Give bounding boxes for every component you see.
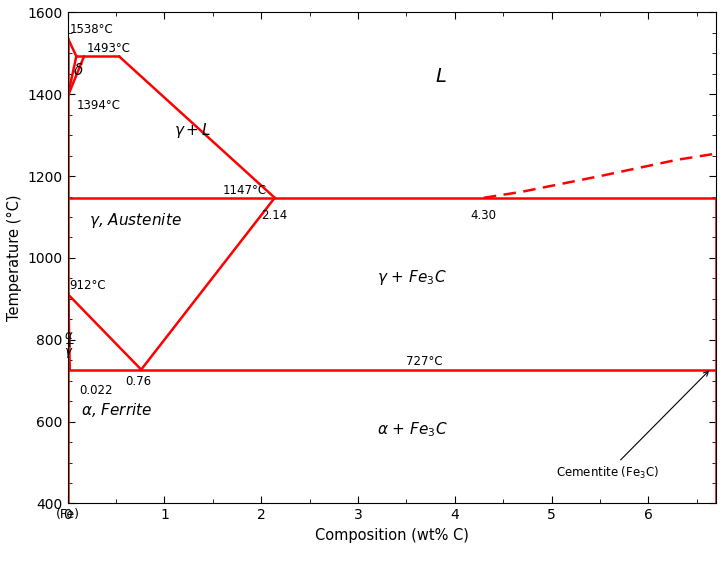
Text: $\gamma$: $\gamma$ — [64, 346, 74, 360]
Text: $\alpha$ + Fe$_3$C: $\alpha$ + Fe$_3$C — [377, 420, 448, 439]
Text: Cementite (Fe$_3$C): Cementite (Fe$_3$C) — [557, 371, 709, 481]
Text: $L$: $L$ — [435, 67, 447, 86]
Text: 1394°C: 1394°C — [77, 99, 120, 112]
Text: 0.76: 0.76 — [126, 375, 152, 388]
Text: 2.14: 2.14 — [262, 209, 288, 222]
Text: $\gamma$ + Fe$_3$C: $\gamma$ + Fe$_3$C — [377, 269, 447, 287]
Text: $\alpha$: $\alpha$ — [64, 329, 74, 342]
Text: 1538°C: 1538°C — [69, 23, 114, 36]
Text: 0.022: 0.022 — [80, 384, 113, 397]
Y-axis label: Temperature (°C): Temperature (°C) — [7, 195, 22, 321]
Text: $\gamma + L$: $\gamma + L$ — [174, 121, 211, 140]
Text: (Fe): (Fe) — [56, 508, 80, 521]
Text: 1147°C: 1147°C — [223, 183, 267, 196]
Text: 4.30: 4.30 — [471, 209, 497, 222]
Text: $\gamma$, Austenite: $\gamma$, Austenite — [89, 211, 181, 230]
Text: $\delta$: $\delta$ — [74, 62, 84, 78]
Text: 727°C: 727°C — [406, 355, 443, 368]
Text: 1493°C: 1493°C — [87, 42, 131, 55]
Text: $+$: $+$ — [64, 337, 74, 350]
Text: $\alpha$, Ferrite: $\alpha$, Ferrite — [81, 402, 153, 420]
X-axis label: Composition (wt% C): Composition (wt% C) — [315, 528, 469, 543]
Text: 912°C: 912°C — [69, 279, 106, 292]
